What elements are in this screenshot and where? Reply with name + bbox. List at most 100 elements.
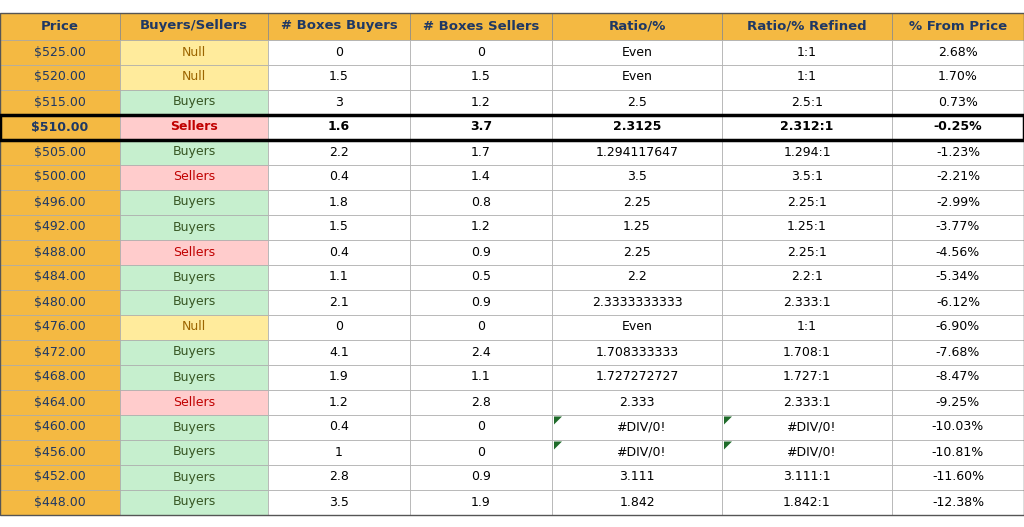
Text: 2.8: 2.8 <box>471 395 490 408</box>
Bar <box>268 289 410 315</box>
Bar <box>722 289 892 315</box>
Text: 2.8: 2.8 <box>329 471 349 483</box>
Bar <box>120 365 268 389</box>
Bar <box>268 40 410 64</box>
Bar <box>722 389 892 415</box>
Text: 1.2: 1.2 <box>471 95 490 109</box>
Bar <box>722 114 892 140</box>
Bar <box>552 90 722 114</box>
Text: 0.4: 0.4 <box>329 421 349 434</box>
Text: -4.56%: -4.56% <box>936 246 980 259</box>
Text: Buyers: Buyers <box>172 471 216 483</box>
Bar <box>410 415 552 440</box>
Bar <box>722 13 892 40</box>
Bar <box>410 440 552 464</box>
Bar <box>892 440 1024 464</box>
Text: Buyers: Buyers <box>172 370 216 384</box>
Text: 1.842:1: 1.842:1 <box>783 495 830 509</box>
Text: 1:1: 1:1 <box>797 71 817 83</box>
Bar <box>892 239 1024 265</box>
Bar <box>120 164 268 190</box>
Text: Sellers: Sellers <box>173 246 215 259</box>
Text: Buyers: Buyers <box>172 296 216 308</box>
Bar <box>410 164 552 190</box>
Bar <box>892 339 1024 365</box>
Text: 1.7: 1.7 <box>471 145 490 159</box>
Text: 0: 0 <box>477 421 485 434</box>
Text: -3.77%: -3.77% <box>936 220 980 233</box>
Bar <box>552 415 722 440</box>
Text: 0.4: 0.4 <box>329 171 349 183</box>
Bar <box>268 13 410 40</box>
Text: $464.00: $464.00 <box>34 395 86 408</box>
Bar <box>120 490 268 514</box>
Bar <box>892 140 1024 164</box>
Text: 2.25:1: 2.25:1 <box>787 196 827 209</box>
Text: $476.00: $476.00 <box>34 320 86 334</box>
Bar <box>0 289 120 315</box>
Bar <box>120 114 268 140</box>
Text: 3.5: 3.5 <box>329 495 349 509</box>
Bar <box>552 13 722 40</box>
Text: 0: 0 <box>335 320 343 334</box>
Text: -10.81%: -10.81% <box>932 445 984 458</box>
Bar <box>268 239 410 265</box>
Text: 0.9: 0.9 <box>471 471 490 483</box>
Bar <box>552 140 722 164</box>
Bar <box>0 64 120 90</box>
Bar <box>268 339 410 365</box>
Text: -7.68%: -7.68% <box>936 346 980 358</box>
Bar <box>552 214 722 239</box>
Text: 2.333: 2.333 <box>620 395 654 408</box>
Bar <box>722 40 892 64</box>
Text: % From Price: % From Price <box>909 19 1007 33</box>
Text: #DIV/0!: #DIV/0! <box>616 421 666 434</box>
Text: 1.25:1: 1.25:1 <box>787 220 827 233</box>
Bar <box>410 114 552 140</box>
Bar <box>268 440 410 464</box>
Text: 1.1: 1.1 <box>329 270 349 284</box>
Text: $520.00: $520.00 <box>34 71 86 83</box>
Bar <box>722 90 892 114</box>
Bar <box>552 490 722 514</box>
Text: 0: 0 <box>477 445 485 458</box>
Bar <box>0 440 120 464</box>
Text: $460.00: $460.00 <box>34 421 86 434</box>
Text: Price: Price <box>41 19 79 33</box>
Bar <box>120 64 268 90</box>
Bar <box>892 114 1024 140</box>
Bar <box>268 114 410 140</box>
Text: #DIV/0!: #DIV/0! <box>786 445 836 458</box>
Bar <box>552 265 722 289</box>
Bar <box>0 339 120 365</box>
Bar <box>0 164 120 190</box>
Bar <box>552 239 722 265</box>
Text: -2.99%: -2.99% <box>936 196 980 209</box>
Bar <box>0 140 120 164</box>
Text: 1.842: 1.842 <box>620 495 654 509</box>
Polygon shape <box>554 416 562 425</box>
Bar <box>120 40 268 64</box>
Bar <box>268 464 410 490</box>
Text: 1.2: 1.2 <box>329 395 349 408</box>
Bar <box>552 440 722 464</box>
Text: Null: Null <box>182 71 206 83</box>
Text: 1.9: 1.9 <box>471 495 490 509</box>
Bar <box>120 239 268 265</box>
Bar <box>0 214 120 239</box>
Text: 1.9: 1.9 <box>329 370 349 384</box>
Bar <box>120 289 268 315</box>
Text: $492.00: $492.00 <box>34 220 86 233</box>
Bar <box>892 90 1024 114</box>
Bar <box>722 140 892 164</box>
Text: $488.00: $488.00 <box>34 246 86 259</box>
Text: 2.25: 2.25 <box>624 246 651 259</box>
Text: $472.00: $472.00 <box>34 346 86 358</box>
Bar <box>268 415 410 440</box>
Text: -2.21%: -2.21% <box>936 171 980 183</box>
Bar <box>0 40 120 64</box>
Text: 2.1: 2.1 <box>329 296 349 308</box>
Bar <box>410 64 552 90</box>
Text: -12.38%: -12.38% <box>932 495 984 509</box>
Bar <box>892 289 1024 315</box>
